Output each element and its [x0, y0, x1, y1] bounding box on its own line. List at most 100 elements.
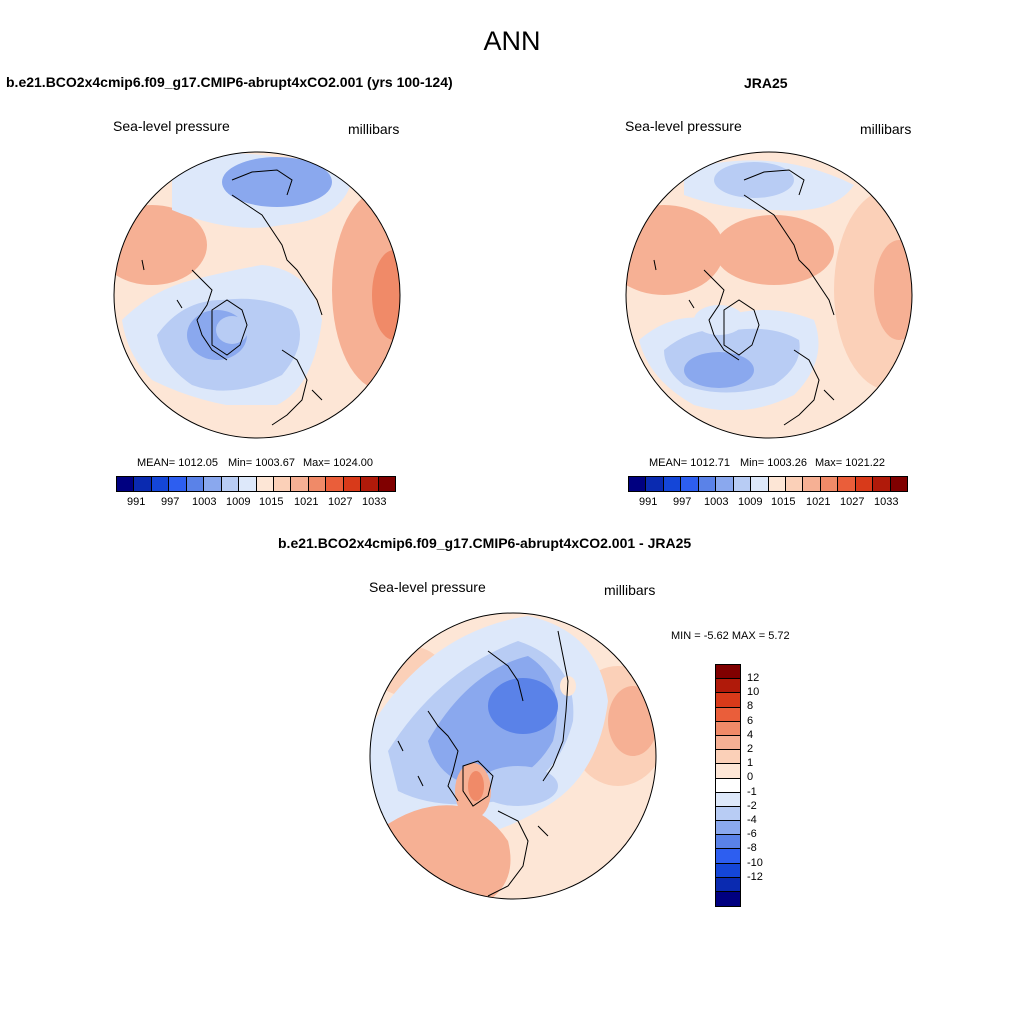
colorbar-swatch	[256, 477, 274, 491]
diff-colorbar-tick: -6	[747, 828, 757, 841]
panel1-variable: Sea-level pressure	[113, 118, 230, 134]
colorbar-swatch	[716, 778, 740, 793]
colorbar-swatch	[716, 750, 740, 765]
colorbar-swatch	[716, 721, 740, 736]
colorbar-swatch	[716, 707, 740, 722]
colorbar-swatch	[716, 806, 740, 822]
colorbar-swatch	[838, 477, 856, 491]
panel3-minmax: MIN = -5.62 MAX = 5.72	[671, 630, 790, 642]
colorbar-swatch	[716, 849, 740, 864]
colorbar-swatch	[716, 863, 740, 878]
panel1-colorbar	[116, 476, 396, 492]
figure-title: ANN	[483, 26, 541, 56]
colorbar-swatch	[785, 477, 804, 491]
panel3-title: b.e21.BCO2x4cmip6.f09_g17.CMIP6-abrupt4x…	[278, 535, 692, 551]
colorbar-swatch	[890, 477, 907, 491]
panel2-polar-map	[625, 151, 913, 439]
colorbar-swatch	[239, 477, 257, 491]
panel2-tick: 1033	[874, 496, 899, 508]
diff-colorbar-tick: 2	[747, 743, 754, 755]
panel3-colorbar	[715, 664, 741, 908]
panel3-polar-map	[369, 612, 657, 900]
diff-colorbar-tick: 8	[747, 700, 754, 713]
colorbar-swatch	[681, 477, 699, 491]
panel3-variable: Sea-level pressure	[369, 579, 486, 595]
colorbar-swatch	[361, 477, 379, 491]
panel1-tick: 1003	[192, 496, 217, 508]
colorbar-swatch	[291, 477, 309, 491]
panel2-tick: 1027	[840, 496, 865, 508]
panel1-tick: 1015	[259, 496, 284, 508]
colorbar-swatch	[646, 477, 664, 491]
colorbar-swatch	[663, 477, 682, 491]
colorbar-swatch	[716, 764, 740, 779]
colorbar-swatch	[716, 477, 734, 491]
panel1-tick: 1027	[328, 496, 353, 508]
diff-colorbar-tick: -4	[747, 814, 757, 826]
colorbar-swatch	[629, 477, 647, 491]
panel2-tick: 1009	[738, 496, 763, 508]
panel1-tick: 1021	[294, 496, 319, 508]
panel2-mean: MEAN= 1012.71	[649, 457, 731, 469]
panel2-title: JRA25	[744, 75, 788, 91]
colorbar-swatch	[751, 477, 769, 491]
colorbar-swatch	[204, 477, 222, 491]
panel2-variable: Sea-level pressure	[625, 118, 742, 134]
colorbar-swatch	[803, 477, 821, 491]
colorbar-swatch	[151, 477, 170, 491]
diff-colorbar-tick: 12	[747, 672, 760, 684]
colorbar-swatch	[378, 477, 395, 491]
panel1-tick: 997	[161, 496, 180, 508]
colorbar-swatch	[117, 477, 135, 491]
panel1-mean: MEAN= 1012.05	[137, 457, 219, 469]
colorbar-swatch	[134, 477, 152, 491]
diff-colorbar-tick: -8	[747, 842, 757, 855]
panel1-max: Max= 1024.00	[303, 457, 374, 469]
panel1-title: b.e21.BCO2x4cmip6.f09_g17.CMIP6-abrupt4x…	[6, 74, 453, 90]
panel1-polar-map	[113, 151, 401, 439]
colorbar-swatch	[221, 477, 240, 491]
diff-colorbar-tick: -10	[747, 856, 763, 869]
diff-colorbar-tick: 0	[747, 771, 754, 784]
colorbar-swatch	[716, 735, 740, 751]
panel1-units: millibars	[348, 121, 400, 137]
colorbar-swatch	[716, 892, 740, 907]
panel2-tick: 991	[639, 496, 658, 508]
colorbar-swatch	[326, 477, 344, 491]
colorbar-swatch	[716, 665, 740, 680]
colorbar-swatch	[716, 821, 740, 836]
panel1-min: Min= 1003.67	[228, 457, 295, 469]
panel1-tick: 991	[127, 496, 146, 508]
panel2-tick: 1015	[771, 496, 796, 508]
colorbar-swatch	[186, 477, 205, 491]
panel3-units: millibars	[604, 582, 656, 598]
colorbar-swatch	[308, 477, 327, 491]
panel2-max: Max= 1021.22	[815, 457, 886, 469]
diff-colorbar-tick: -1	[747, 785, 757, 798]
colorbar-swatch	[820, 477, 839, 491]
colorbar-swatch	[873, 477, 891, 491]
panel2-min: Min= 1003.26	[740, 457, 807, 469]
colorbar-swatch	[716, 877, 740, 892]
panel2-units: millibars	[860, 121, 912, 137]
panel2-tick: 997	[673, 496, 692, 508]
colorbar-swatch	[716, 679, 740, 694]
colorbar-swatch	[698, 477, 717, 491]
diff-colorbar-tick: 1	[747, 757, 754, 770]
colorbar-swatch	[768, 477, 786, 491]
panel1-tick: 1009	[226, 496, 251, 508]
colorbar-swatch	[733, 477, 752, 491]
colorbar-swatch	[716, 792, 740, 807]
colorbar-swatch	[716, 835, 740, 850]
diff-colorbar-tick: 6	[747, 714, 754, 727]
diff-colorbar-tick: 10	[747, 686, 760, 699]
panel2-tick: 1021	[806, 496, 831, 508]
colorbar-swatch	[343, 477, 362, 491]
panel1-tick: 1033	[362, 496, 387, 508]
diff-colorbar-tick: -2	[747, 799, 757, 812]
diff-colorbar-tick: -12	[747, 870, 763, 883]
panel2-tick: 1003	[704, 496, 729, 508]
colorbar-swatch	[273, 477, 292, 491]
colorbar-swatch	[169, 477, 187, 491]
panel2-colorbar	[628, 476, 908, 492]
